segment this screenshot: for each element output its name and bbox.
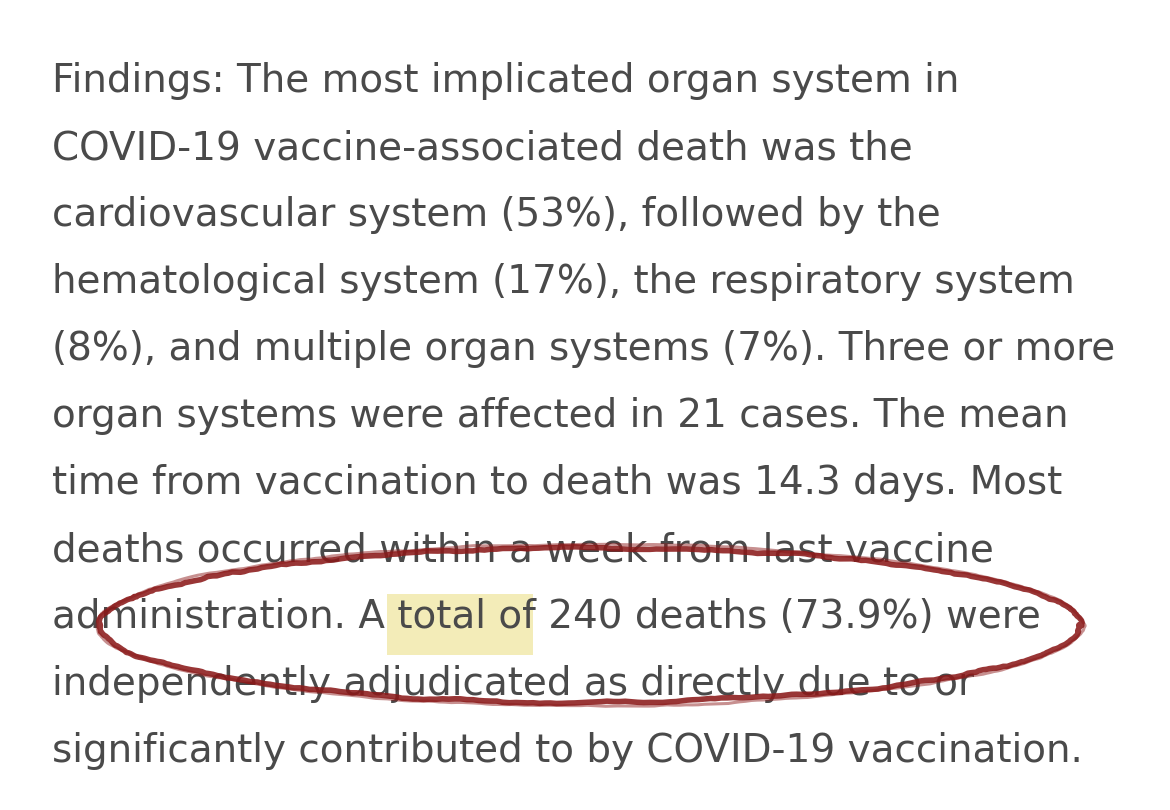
Text: deaths occurred within a week from last vaccine: deaths occurred within a week from last … [51, 531, 993, 569]
Text: COVID-19 vaccine-associated death was the: COVID-19 vaccine-associated death was th… [51, 129, 913, 167]
Text: cardiovascular system (53%), followed by the: cardiovascular system (53%), followed by… [51, 196, 941, 234]
Text: administration. A total of 240 deaths (73.9%) were: administration. A total of 240 deaths (7… [51, 598, 1041, 636]
Text: (8%), and multiple organ systems (7%). Three or more: (8%), and multiple organ systems (7%). T… [51, 330, 1115, 368]
Bar [387, 594, 534, 655]
Text: significantly contributed to by COVID-19 vaccination.: significantly contributed to by COVID-19… [51, 732, 1083, 770]
Text: organ systems were affected in 21 cases. The mean: organ systems were affected in 21 cases.… [51, 397, 1068, 435]
Text: time from vaccination to death was 14.3 days. Most: time from vaccination to death was 14.3 … [51, 464, 1062, 502]
Text: hematological system (17%), the respiratory system: hematological system (17%), the respirat… [51, 263, 1075, 301]
Text: Findings: The most implicated organ system in: Findings: The most implicated organ syst… [51, 62, 959, 100]
Text: independently adjudicated as directly due to or: independently adjudicated as directly du… [51, 665, 973, 703]
